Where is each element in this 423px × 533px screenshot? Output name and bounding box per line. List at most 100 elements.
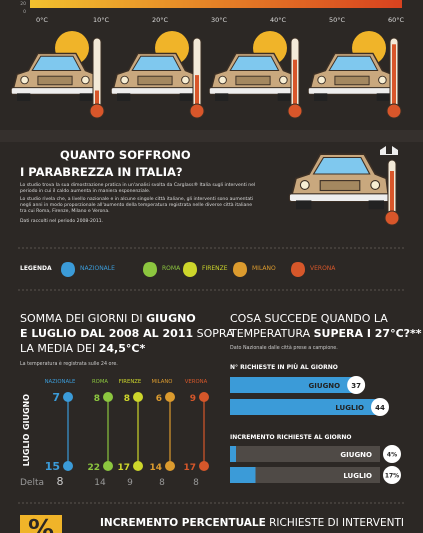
car-illustration: [288, 153, 392, 210]
legend-drop: [61, 262, 75, 277]
axis-label: 20: [20, 1, 26, 7]
windshield: [131, 55, 182, 71]
heat-bar: [30, 0, 402, 8]
request-bar: [230, 377, 357, 393]
wheel: [314, 93, 328, 101]
bumper: [10, 87, 100, 95]
bar-value: 17%: [385, 473, 399, 480]
delta-value: 8: [193, 478, 199, 488]
car-illustration: [208, 52, 298, 101]
delta-value: 9: [127, 478, 133, 488]
wheel: [179, 93, 193, 101]
title-part: COSA SUCCEDE QUANDO LA: [230, 312, 388, 325]
legend-drop: [183, 262, 197, 277]
thermometer-fill: [195, 75, 199, 108]
bumper: [307, 87, 397, 95]
giugno-dot: [199, 392, 209, 402]
temp-title: TEMPERATURA SUPERA I 27°C?**: [229, 327, 422, 340]
headlight: [317, 75, 326, 85]
bar-category: GIUGNO: [340, 451, 372, 459]
legend-name: MILANO: [252, 265, 276, 272]
footer-icon: %: [28, 515, 54, 533]
thermometer-fill: [390, 171, 394, 215]
wrench: [380, 146, 398, 155]
column-header: FIRENZE: [119, 379, 142, 385]
wheel: [376, 93, 390, 101]
bar-value: 37: [351, 382, 361, 390]
luglio-value: 17: [183, 463, 196, 473]
delta-value: 8: [159, 478, 165, 488]
scale-label: 10°C: [93, 16, 110, 24]
windshield: [31, 55, 82, 71]
car-illustration: [110, 52, 200, 101]
legend-drop: [233, 262, 247, 277]
grille: [235, 75, 271, 86]
grille: [319, 180, 361, 192]
headlight: [370, 180, 381, 190]
headlight: [279, 75, 288, 85]
title-part: TEMPERATURA: [229, 327, 314, 340]
scale-label: 40°C: [270, 16, 287, 24]
giugno-dot: [133, 392, 143, 402]
section-title: INCREMENTO RICHIESTE AL GIORNO: [230, 434, 352, 441]
giugno-value: 7: [52, 391, 60, 404]
luglio-dot: [63, 461, 73, 471]
title-part: SUPERA I 27°C?**: [314, 327, 422, 340]
intro-title: QUANTO SOFFRONO: [60, 148, 191, 162]
giugno-dot: [165, 392, 175, 402]
wheel: [79, 93, 93, 101]
value-badge: [383, 445, 401, 463]
giugno-value: 8: [94, 394, 100, 404]
legend-name: NAZIONALE: [80, 265, 115, 272]
axis-label: 0: [23, 9, 26, 15]
temp-subtitle: Dato Nazionale dalle città prese a campi…: [230, 344, 338, 351]
thermometer-bulb: [384, 210, 400, 226]
days-title: SOMMA DEI GIORNI DI GIUGNO: [20, 312, 196, 325]
scale-label: 30°C: [211, 16, 228, 24]
row-label: LUGLIO: [22, 433, 31, 466]
headlight: [81, 75, 90, 85]
luglio-value: 15: [45, 460, 60, 473]
wheel: [215, 93, 229, 101]
giugno-dot: [63, 392, 73, 402]
days-title: E LUGLIO DAL 2008 AL 2011 SOPRA: [20, 327, 234, 340]
title-part: GIUGNO: [146, 312, 196, 325]
value-badge: [371, 398, 389, 416]
bar-value: 44: [375, 404, 385, 412]
title-part: 24,5°C*: [99, 342, 146, 355]
scale-label: 0°C: [36, 16, 48, 24]
bumper: [288, 193, 392, 203]
headlight: [218, 75, 227, 85]
bumper: [208, 87, 298, 95]
windshield: [328, 55, 379, 71]
legend-label: LEGENDA: [20, 265, 52, 272]
note: Dati raccolti nel periodo 2008-2011.: [20, 219, 104, 224]
thermometer-bulb: [287, 103, 303, 119]
legend-drop: [291, 262, 305, 277]
wheel: [296, 200, 312, 210]
headlight: [20, 75, 29, 85]
grille: [137, 75, 173, 86]
grille: [37, 75, 73, 86]
row-label: GIUGNO: [22, 394, 31, 430]
delta-label: Delta: [20, 478, 44, 488]
intro-title: I PARABREZZA IN ITALIA?: [20, 165, 183, 179]
title-part: E LUGLIO DAL 2008 AL 2011: [20, 327, 193, 340]
bar-category: GIUGNO: [309, 382, 341, 390]
track: [230, 467, 380, 483]
track: [230, 446, 380, 462]
car-illustration: [10, 52, 100, 101]
car-illustration: [307, 52, 397, 101]
thermometer-bulb: [89, 103, 105, 119]
temp-title: COSA SUCCEDE QUANDO LA: [230, 312, 388, 325]
column-header: NAZIONALE: [45, 379, 76, 385]
bar-category: LUGLIO: [343, 472, 372, 480]
luglio-dot: [199, 461, 209, 471]
giugno-value: 8: [124, 394, 130, 404]
increase-bar: [230, 467, 256, 483]
delta-value: 14: [94, 478, 106, 488]
headlight: [181, 75, 190, 85]
thermometer-fill: [392, 44, 396, 108]
